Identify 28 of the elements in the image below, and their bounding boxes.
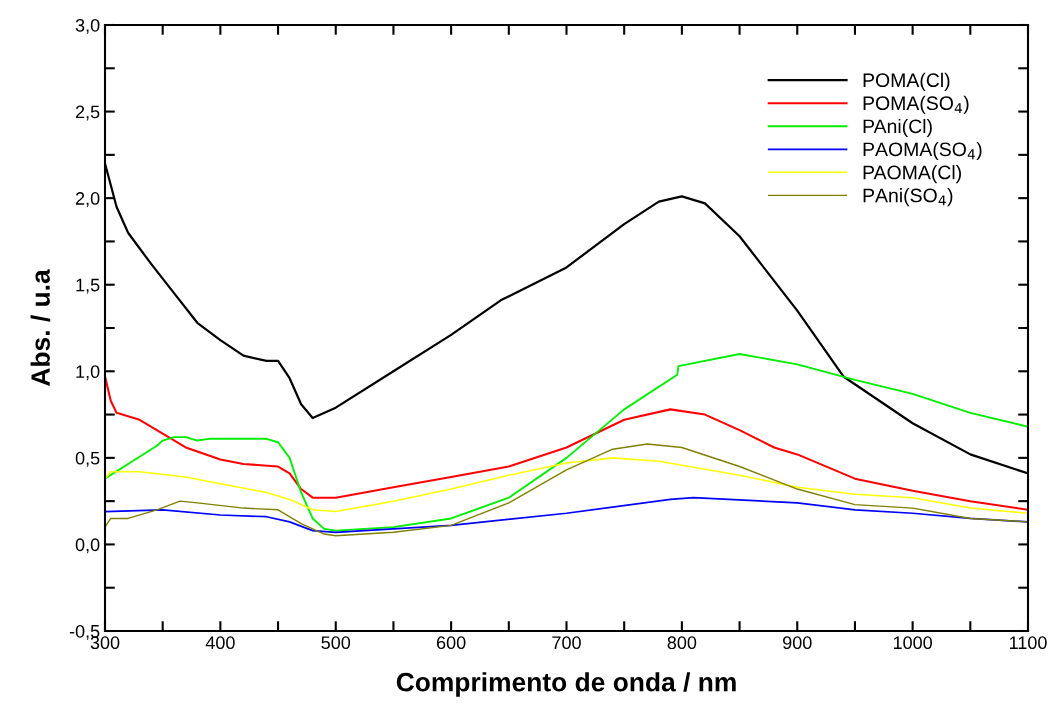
- x-tick-label: 900: [783, 636, 812, 650]
- legend-label: POMA(SO$_{4}$): [863, 95, 969, 114]
- x-axis-title: Comprimento de onda / nm: [396, 672, 736, 697]
- x-tick-label: 1100: [1009, 636, 1047, 650]
- legend-label: PAOMA(SO$_{4}$): [863, 141, 982, 161]
- y-axis-title: Abs. / u.a: [30, 269, 51, 386]
- legend-label: PAOMA(Cl): [863, 165, 961, 184]
- y-tick-label: 0,5: [75, 451, 100, 467]
- y-tick-label: 3,0: [75, 18, 100, 34]
- y-tick-label: 1,0: [76, 365, 100, 381]
- y-tick-label: 2,0: [75, 192, 100, 207]
- legend-label: PAni(SO$_{4}$): [863, 188, 953, 207]
- line-series: [105, 353, 1028, 532]
- y-tick-label: 0,0: [75, 538, 100, 554]
- x-tick-label: 600: [436, 636, 466, 650]
- x-tick-label: 800: [667, 636, 697, 650]
- line-series: [105, 496, 1028, 534]
- line-series: [105, 457, 1028, 515]
- line-series: [105, 443, 1028, 537]
- x-tick-label: 400: [205, 636, 235, 650]
- y-tick-label: 2,5: [75, 105, 100, 121]
- line-series: [105, 375, 1028, 511]
- legend-label: POMA(Cl): [863, 72, 950, 91]
- x-tick-label: 700: [552, 636, 581, 650]
- legend-label: PAni(Cl): [863, 118, 932, 138]
- x-tick-label: 500: [321, 636, 351, 650]
- x-tick-label: 1000: [893, 636, 932, 650]
- y-tick-label: 1,5: [76, 278, 100, 294]
